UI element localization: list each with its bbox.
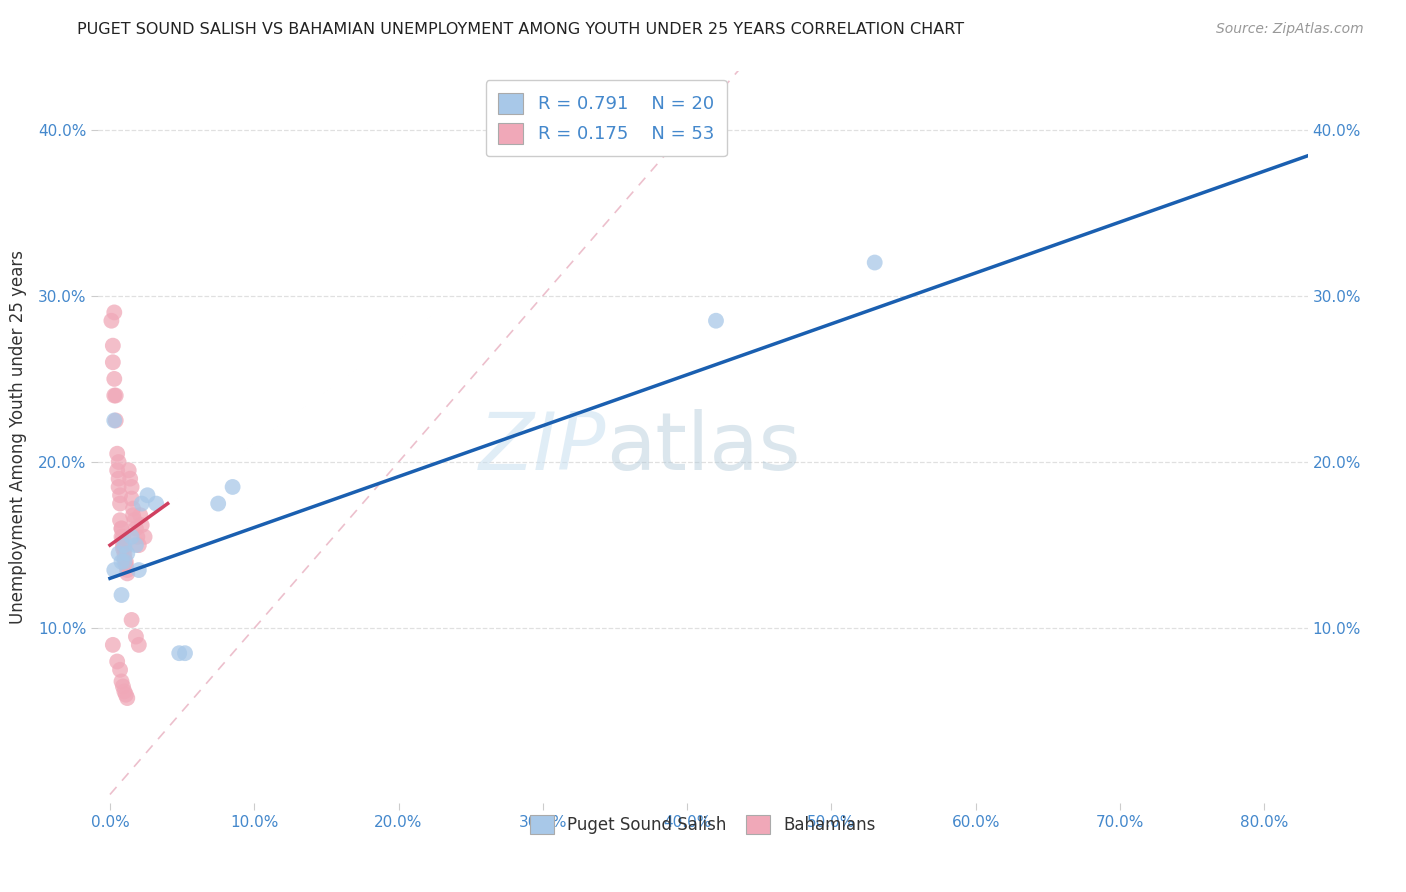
- Point: [105, 463, 128, 477]
- Point: [105, 447, 128, 461]
- Point: [112, 551, 135, 566]
- Point: [117, 691, 139, 706]
- Point: [134, 530, 156, 544]
- Point: [103, 388, 125, 402]
- Point: [111, 530, 134, 544]
- Point: [121, 480, 143, 494]
- Point: [107, 546, 129, 560]
- Point: [101, 338, 124, 352]
- Point: [129, 508, 152, 523]
- Point: [117, 566, 139, 581]
- Point: [112, 555, 135, 569]
- Text: ZIP: ZIP: [479, 409, 606, 487]
- Point: [112, 541, 135, 556]
- Point: [145, 497, 167, 511]
- Point: [108, 497, 131, 511]
- Point: [121, 613, 143, 627]
- Point: [100, 314, 122, 328]
- Point: [107, 472, 129, 486]
- Point: [120, 472, 142, 486]
- Point: [103, 305, 125, 319]
- Point: [125, 538, 148, 552]
- Point: [103, 413, 125, 427]
- Legend: Puget Sound Salish, Bahamians: Puget Sound Salish, Bahamians: [519, 803, 887, 846]
- Point: [107, 455, 129, 469]
- Point: [108, 488, 131, 502]
- Point: [111, 680, 134, 694]
- Point: [110, 521, 132, 535]
- Point: [110, 521, 132, 535]
- Point: [117, 546, 139, 560]
- Point: [117, 563, 139, 577]
- Point: [114, 688, 136, 702]
- Point: [112, 538, 135, 552]
- Text: Source: ZipAtlas.com: Source: ZipAtlas.com: [1216, 22, 1364, 37]
- Point: [104, 388, 127, 402]
- Point: [108, 513, 131, 527]
- Point: [118, 463, 141, 477]
- Point: [128, 563, 150, 577]
- Point: [128, 638, 150, 652]
- Point: [110, 588, 132, 602]
- Text: atlas: atlas: [606, 409, 800, 487]
- Point: [104, 413, 127, 427]
- Point: [167, 646, 190, 660]
- Point: [107, 480, 129, 494]
- Point: [127, 530, 149, 544]
- Point: [101, 638, 124, 652]
- Point: [124, 513, 146, 527]
- Text: PUGET SOUND SALISH VS BAHAMIAN UNEMPLOYMENT AMONG YOUTH UNDER 25 YEARS CORRELATI: PUGET SOUND SALISH VS BAHAMIAN UNEMPLOYM…: [77, 22, 965, 37]
- Point: [112, 684, 135, 698]
- Point: [111, 538, 134, 552]
- Point: [221, 480, 243, 494]
- Point: [704, 314, 727, 328]
- Point: [131, 497, 153, 511]
- Point: [207, 497, 229, 511]
- Y-axis label: Unemployment Among Youth under 25 years: Unemployment Among Youth under 25 years: [8, 250, 27, 624]
- Point: [128, 538, 150, 552]
- Point: [114, 558, 136, 573]
- Point: [112, 546, 135, 560]
- Point: [122, 508, 145, 523]
- Point: [121, 491, 143, 506]
- Point: [114, 555, 136, 569]
- Point: [103, 563, 125, 577]
- Point: [111, 541, 134, 556]
- Point: [125, 630, 148, 644]
- Point: [121, 530, 143, 544]
- Point: [110, 530, 132, 544]
- Point: [122, 501, 145, 516]
- Point: [125, 521, 148, 535]
- Point: [105, 655, 128, 669]
- Point: [110, 674, 132, 689]
- Point: [863, 255, 886, 269]
- Point: [136, 488, 159, 502]
- Point: [103, 372, 125, 386]
- Point: [174, 646, 197, 660]
- Point: [110, 555, 132, 569]
- Point: [108, 663, 131, 677]
- Point: [131, 518, 153, 533]
- Point: [101, 355, 124, 369]
